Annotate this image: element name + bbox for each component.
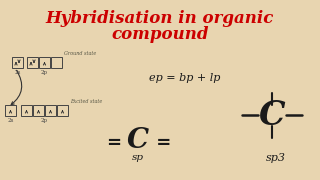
Text: sp: sp	[132, 154, 144, 163]
Bar	[57, 105, 68, 116]
Text: ep = bp + lp: ep = bp + lp	[149, 73, 221, 83]
Text: sp3: sp3	[266, 153, 286, 163]
Text: 2s: 2s	[14, 70, 21, 75]
Text: C: C	[127, 127, 149, 154]
Bar	[51, 57, 62, 68]
Text: compound: compound	[111, 26, 209, 43]
Text: C: C	[259, 98, 285, 132]
Bar	[27, 57, 38, 68]
Text: =: =	[107, 134, 128, 152]
Bar	[33, 105, 44, 116]
Bar	[21, 105, 32, 116]
Text: 2p: 2p	[41, 70, 48, 75]
Bar	[45, 105, 56, 116]
Text: =: =	[150, 134, 172, 152]
Bar	[39, 57, 50, 68]
Bar	[5, 105, 16, 116]
Text: 2s: 2s	[7, 118, 14, 123]
Text: Excited state: Excited state	[70, 99, 102, 104]
Text: Ground state: Ground state	[64, 51, 96, 56]
Text: Hybridisation in organic: Hybridisation in organic	[46, 10, 274, 27]
Text: 2p: 2p	[41, 118, 48, 123]
Bar	[12, 57, 23, 68]
